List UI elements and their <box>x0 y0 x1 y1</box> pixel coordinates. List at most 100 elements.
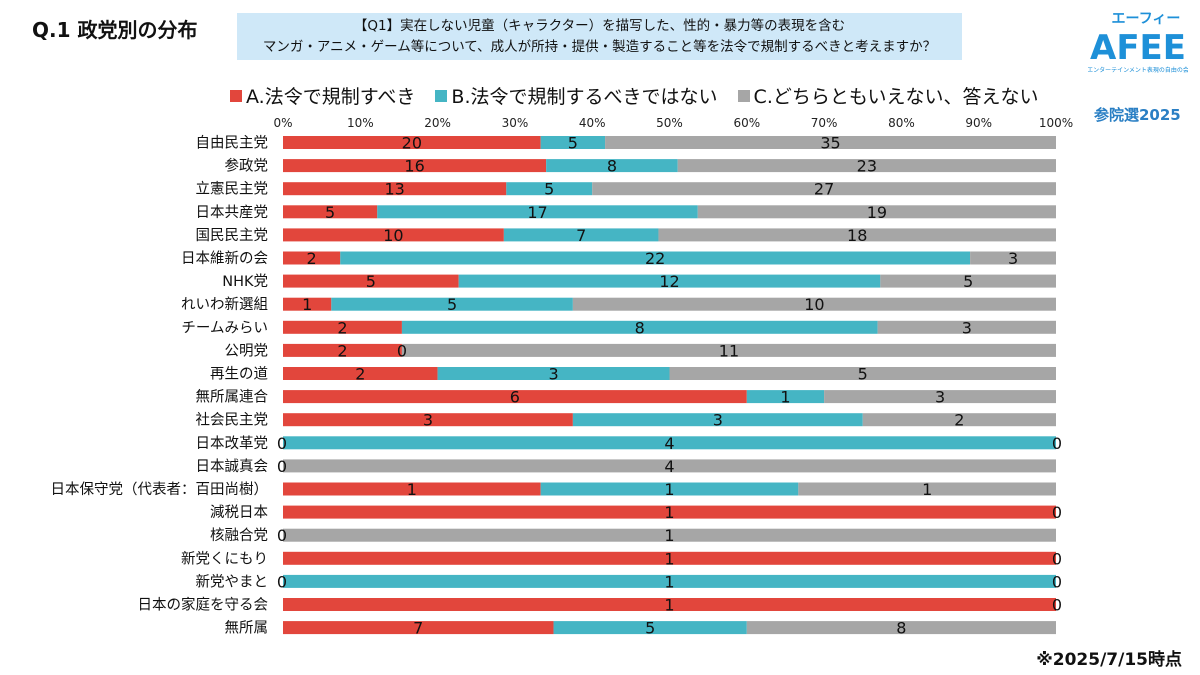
data-label: 2 <box>337 341 347 360</box>
data-label: 1 <box>664 572 674 591</box>
data-label: 6 <box>510 388 520 407</box>
data-label: 5 <box>963 272 973 291</box>
x-tick-label: 30% <box>502 116 529 130</box>
category-label: 無所属 <box>225 620 269 637</box>
category-label: NHK党 <box>222 273 268 290</box>
category-label: 日本共産党 <box>196 204 269 221</box>
data-label: 11 <box>719 341 739 360</box>
data-label: 0 <box>397 341 407 360</box>
x-tick-label: 80% <box>888 116 915 130</box>
data-label: 5 <box>325 203 335 222</box>
bar-segment-c <box>862 413 1056 427</box>
x-tick-label: 40% <box>579 116 606 130</box>
bar-segment-a <box>283 251 341 265</box>
data-label: 7 <box>576 226 586 245</box>
category-label: 立憲民主党 <box>196 180 269 198</box>
bar-segment-b <box>546 159 678 173</box>
data-label: 0 <box>1052 503 1062 522</box>
data-label: 0 <box>277 457 287 476</box>
bar-segment-a <box>283 320 402 334</box>
category-label: 自由民主党 <box>196 135 269 152</box>
bar-segment-c <box>746 621 1056 635</box>
bar-segment-c <box>658 228 1056 242</box>
data-label: 0 <box>277 434 287 453</box>
data-label: 0 <box>1052 434 1062 453</box>
data-label: 0 <box>1052 549 1062 568</box>
data-label: 3 <box>713 411 723 430</box>
bar-segment-a <box>283 598 1056 611</box>
bar-segment-b <box>746 390 825 404</box>
data-label: 0 <box>277 526 287 545</box>
category-label: 日本保守党（代表者：百田尚樹） <box>51 481 269 498</box>
data-label: 5 <box>645 619 655 638</box>
bar-segment-b <box>283 436 1056 450</box>
bar-segment-b <box>340 251 971 265</box>
bar-segment-a <box>283 297 332 311</box>
page-title: Q.1 政党別の分布 <box>32 18 198 42</box>
bar-segment-c <box>283 528 1056 542</box>
x-tick-label: 0% <box>273 116 292 130</box>
data-label: 8 <box>896 619 906 638</box>
data-label: 17 <box>527 203 547 222</box>
data-label: 20 <box>402 134 422 153</box>
bar-segment-c <box>669 367 1056 380</box>
legend-swatch-b <box>435 90 448 102</box>
bar-segment-c <box>824 390 1056 404</box>
category-label: 日本誠真会 <box>196 457 269 475</box>
question-line-1: 【Q1】実在しない児童（キャラクター）を描写した、性的・暴力等の表現を含む <box>353 18 846 34</box>
data-label: 3 <box>1008 249 1018 268</box>
data-label: 4 <box>664 434 674 453</box>
data-label: 0 <box>1052 596 1062 615</box>
bar-segment-a <box>283 343 402 357</box>
bar-segment-a <box>283 482 541 496</box>
category-label: 日本の家庭を守る会 <box>138 597 269 614</box>
bar-segment-b <box>401 320 878 334</box>
bar-segment-c <box>605 136 1056 149</box>
x-tick-label: 50% <box>656 116 683 130</box>
bar-segment-c <box>970 251 1056 265</box>
category-label: 減税日本 <box>210 504 268 521</box>
bar-segment-b <box>540 482 799 496</box>
x-tick-label: 20% <box>424 116 451 130</box>
x-tick-label: 70% <box>811 116 838 130</box>
data-label: 10 <box>383 226 403 245</box>
legend-label-c: C.どちらともいえない、答えない <box>753 86 1039 108</box>
data-label: 8 <box>635 318 645 337</box>
bar-segment-a <box>283 205 378 219</box>
bar-segment-b <box>458 274 881 288</box>
footnote: ※2025/7/15時点 <box>1036 650 1182 670</box>
data-label: 19 <box>867 203 887 222</box>
bar-segment-b <box>572 413 863 427</box>
data-label: 3 <box>548 365 558 384</box>
data-label: 5 <box>447 295 457 314</box>
bar-segment-a <box>283 390 747 404</box>
data-label: 1 <box>664 526 674 545</box>
afee-logo: エーフィー AFEE エンターテインメント表現の自由の会 <box>1088 11 1188 74</box>
bar-segment-c <box>877 320 1056 334</box>
bar-segment-a <box>283 505 1056 519</box>
bar-segment-c <box>401 343 1056 357</box>
legend-swatch-a <box>230 90 242 102</box>
data-label: 3 <box>962 318 972 337</box>
legend: A.法令で規制すべき B.法令で規制するべきではない C.どちらともいえない、答… <box>230 82 1052 109</box>
bar-segment-c <box>798 482 1056 496</box>
bar-segment-a <box>283 228 504 242</box>
bar-segment-b <box>503 228 659 242</box>
logo-sub-text: エンターテインメント表現の自由の会 <box>1088 66 1188 74</box>
data-label: 1 <box>407 480 417 499</box>
x-tick-label: 100% <box>1039 116 1073 130</box>
x-tick-label: 10% <box>347 116 374 130</box>
data-label: 12 <box>659 272 679 291</box>
data-label: 2 <box>307 249 317 268</box>
legend-item-c: C.どちらともいえない、答えない <box>737 82 1039 109</box>
bar-segment-b <box>553 621 747 635</box>
bar-segment-a <box>283 621 554 635</box>
data-label: 1 <box>664 549 674 568</box>
data-label: 0 <box>1052 572 1062 591</box>
category-label: 無所属連合 <box>196 389 269 406</box>
bar-segment-b <box>437 367 670 380</box>
legend-item-a: A.法令で規制すべき <box>230 82 415 109</box>
data-label: 1 <box>780 388 790 407</box>
bar-segment-c <box>677 159 1056 173</box>
category-label: 核融合党 <box>210 527 268 544</box>
